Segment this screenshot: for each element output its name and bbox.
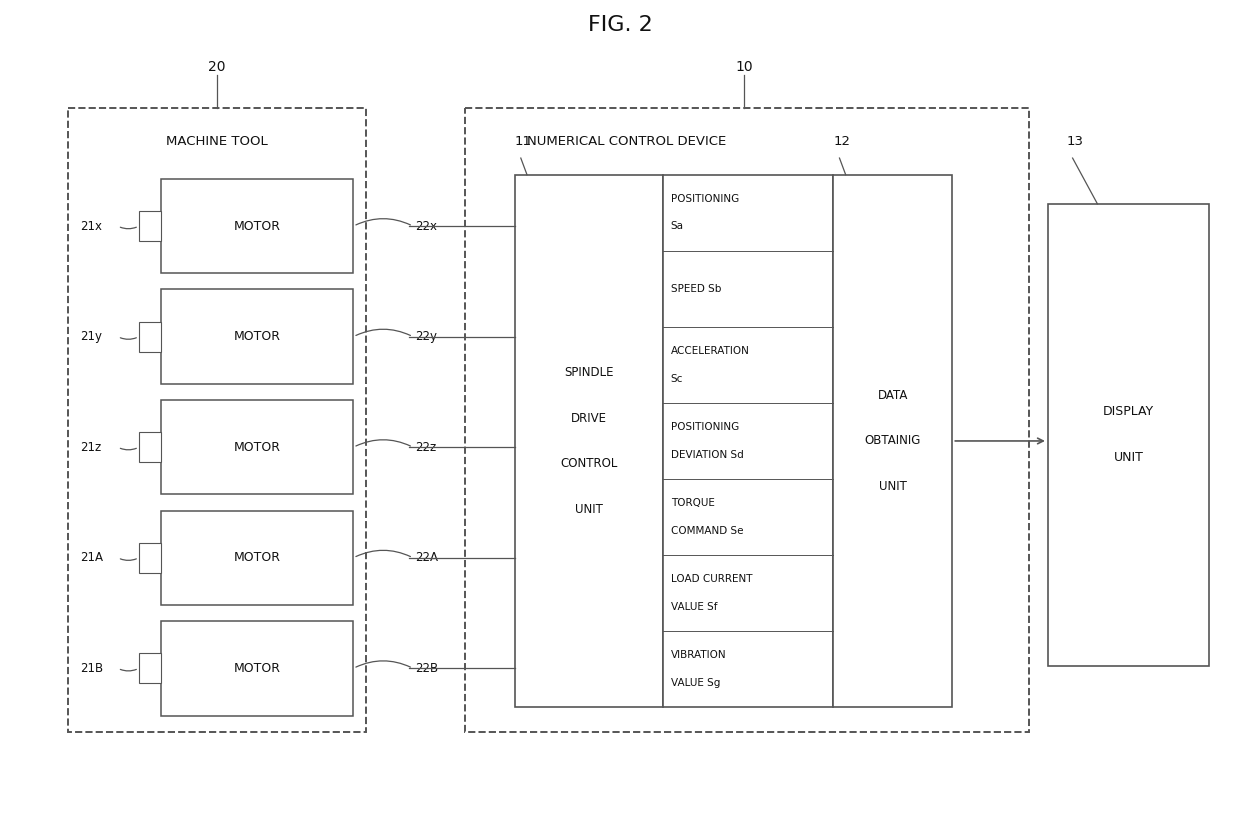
Text: 11: 11 (515, 135, 532, 148)
Bar (68, 108, 366, 732)
Text: MOTOR: MOTOR (234, 220, 280, 233)
Text: SPEED Sb: SPEED Sb (671, 284, 722, 294)
Text: MOTOR: MOTOR (234, 661, 280, 675)
Text: DRIVE: DRIVE (570, 412, 608, 424)
Text: VALUE Sg: VALUE Sg (671, 678, 720, 688)
Bar (161, 621, 353, 716)
Text: 12: 12 (833, 135, 851, 148)
Text: 21x: 21x (81, 220, 103, 233)
Text: VALUE Sf: VALUE Sf (671, 602, 717, 612)
Bar (161, 179, 353, 274)
Text: 10: 10 (735, 60, 753, 73)
Text: UNIT: UNIT (575, 503, 603, 516)
Bar (833, 175, 952, 707)
Text: 13: 13 (1066, 135, 1084, 148)
Text: POSITIONING: POSITIONING (671, 422, 739, 433)
Text: ACCELERATION: ACCELERATION (671, 346, 750, 356)
Text: UNIT: UNIT (1114, 451, 1143, 464)
Text: UNIT: UNIT (879, 480, 906, 493)
Bar (139, 653, 161, 683)
Text: 22z: 22z (415, 441, 436, 453)
Text: FIG. 2: FIG. 2 (588, 15, 652, 35)
Bar (139, 542, 161, 573)
Bar (663, 175, 833, 707)
Text: NUMERICAL CONTROL DEVICE: NUMERICAL CONTROL DEVICE (527, 135, 727, 148)
Text: 20: 20 (208, 60, 226, 73)
Text: 22y: 22y (415, 330, 438, 343)
Text: COMMAND Se: COMMAND Se (671, 526, 743, 536)
Text: MOTOR: MOTOR (234, 552, 280, 564)
Bar (161, 290, 353, 384)
Bar (161, 400, 353, 494)
Bar (161, 511, 353, 605)
Text: LOAD CURRENT: LOAD CURRENT (671, 574, 753, 584)
Text: 21B: 21B (81, 661, 104, 675)
Bar (139, 432, 161, 463)
Text: 22A: 22A (415, 552, 439, 564)
Text: Sc: Sc (671, 374, 683, 384)
Text: MOTOR: MOTOR (234, 441, 280, 453)
Text: MACHINE TOOL: MACHINE TOOL (166, 135, 268, 148)
Text: DISPLAY: DISPLAY (1102, 405, 1154, 418)
Text: DATA: DATA (878, 389, 908, 402)
Text: CONTROL: CONTROL (560, 458, 618, 470)
Text: SPINDLE: SPINDLE (564, 366, 614, 379)
Text: DEVIATION Sd: DEVIATION Sd (671, 449, 744, 460)
Text: 21y: 21y (81, 330, 103, 343)
Bar (1048, 204, 1209, 666)
Text: VIBRATION: VIBRATION (671, 651, 727, 661)
Text: POSITIONING: POSITIONING (671, 194, 739, 204)
Text: 22B: 22B (415, 661, 439, 675)
Bar (139, 321, 161, 352)
Text: TORQUE: TORQUE (671, 498, 714, 508)
Text: 21z: 21z (81, 441, 102, 453)
Text: MOTOR: MOTOR (234, 330, 280, 343)
Text: 22x: 22x (415, 220, 438, 233)
Bar (139, 211, 161, 241)
Bar (515, 175, 663, 707)
Bar (465, 108, 1029, 732)
Text: 21A: 21A (81, 552, 104, 564)
Text: OBTAINIG: OBTAINIG (864, 434, 921, 448)
Text: Sa: Sa (671, 221, 683, 231)
